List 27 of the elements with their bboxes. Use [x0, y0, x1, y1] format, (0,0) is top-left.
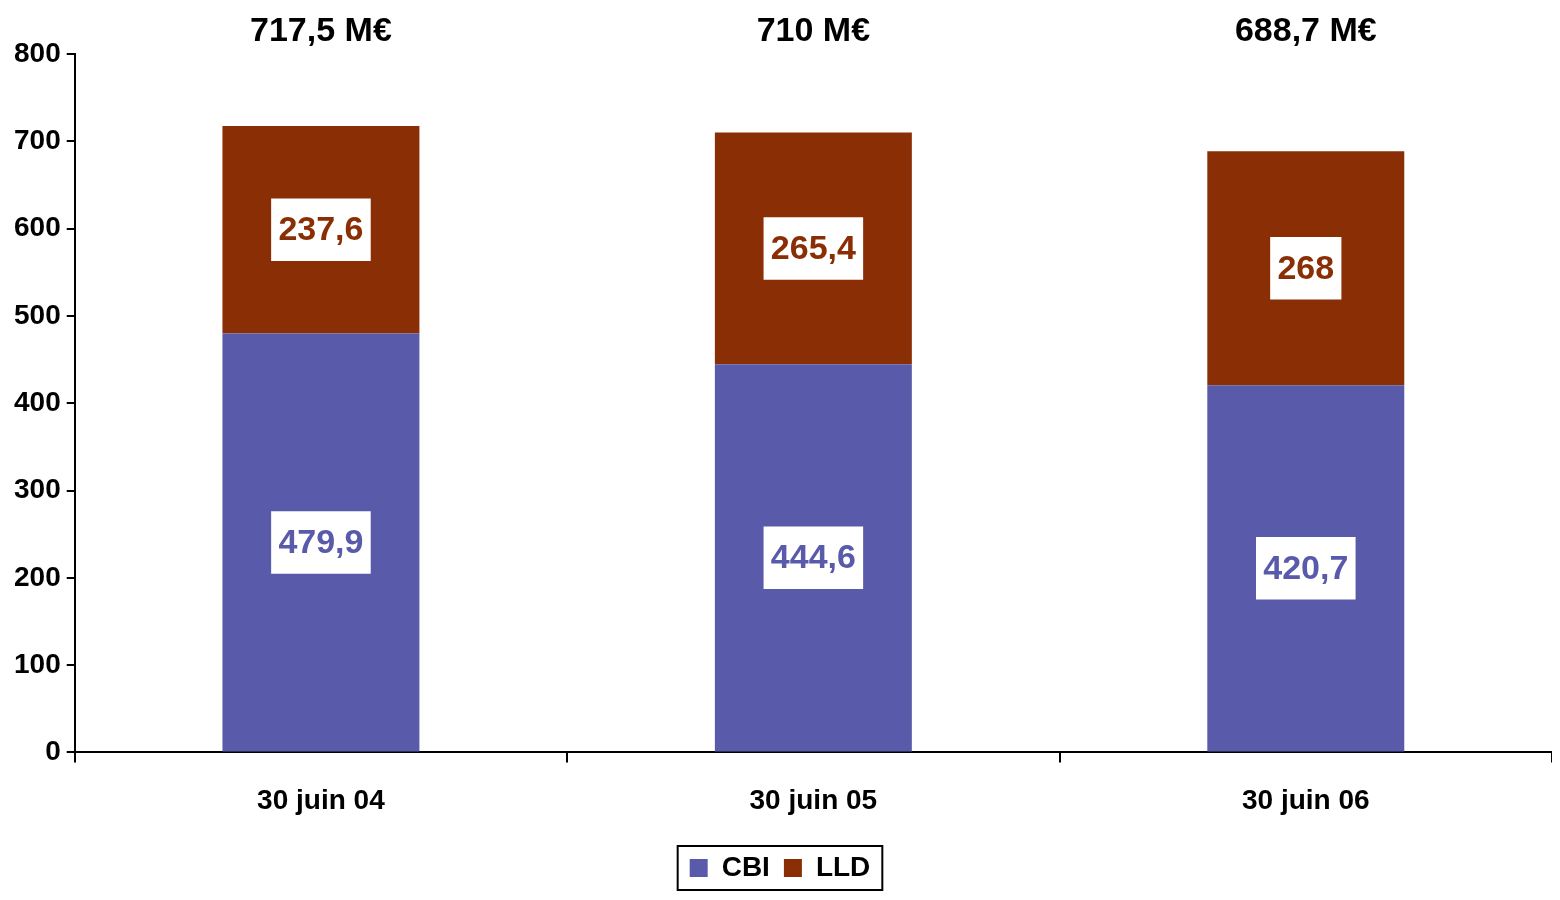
y-tick-label: 400: [14, 385, 61, 417]
y-tick-label: 300: [14, 473, 61, 505]
bar: [1207, 385, 1405, 752]
data-label: 265,4: [770, 227, 856, 266]
total-label: 710 M€: [756, 10, 871, 49]
y-tick-label: 500: [14, 298, 61, 330]
data-label: 444,6: [770, 537, 856, 576]
bar: [714, 364, 912, 752]
x-tick-label: 30 juin 04: [257, 783, 386, 815]
data-label: 237,6: [278, 209, 364, 248]
y-tick-label: 700: [14, 124, 61, 156]
data-label: 420,7: [1263, 547, 1349, 586]
total-label: 688,7 M€: [1234, 10, 1377, 49]
x-tick-label: 30 juin 06: [1241, 783, 1370, 815]
y-tick-label: 100: [14, 647, 61, 679]
y-tick-label: 600: [14, 211, 61, 243]
total-label: 717,5 M€: [250, 10, 392, 49]
bar: [1207, 151, 1405, 386]
legend-label: CBI: [721, 850, 770, 882]
x-tick-label: 30 juin 05: [749, 783, 878, 815]
bar: [222, 333, 420, 752]
y-tick-label: 800: [14, 36, 61, 68]
y-tick-label: 200: [14, 560, 61, 592]
data-label: 268: [1277, 247, 1335, 286]
data-label: 479,9: [278, 521, 364, 560]
y-tick-label: 0: [45, 735, 61, 767]
legend-label: LLD: [815, 850, 871, 882]
